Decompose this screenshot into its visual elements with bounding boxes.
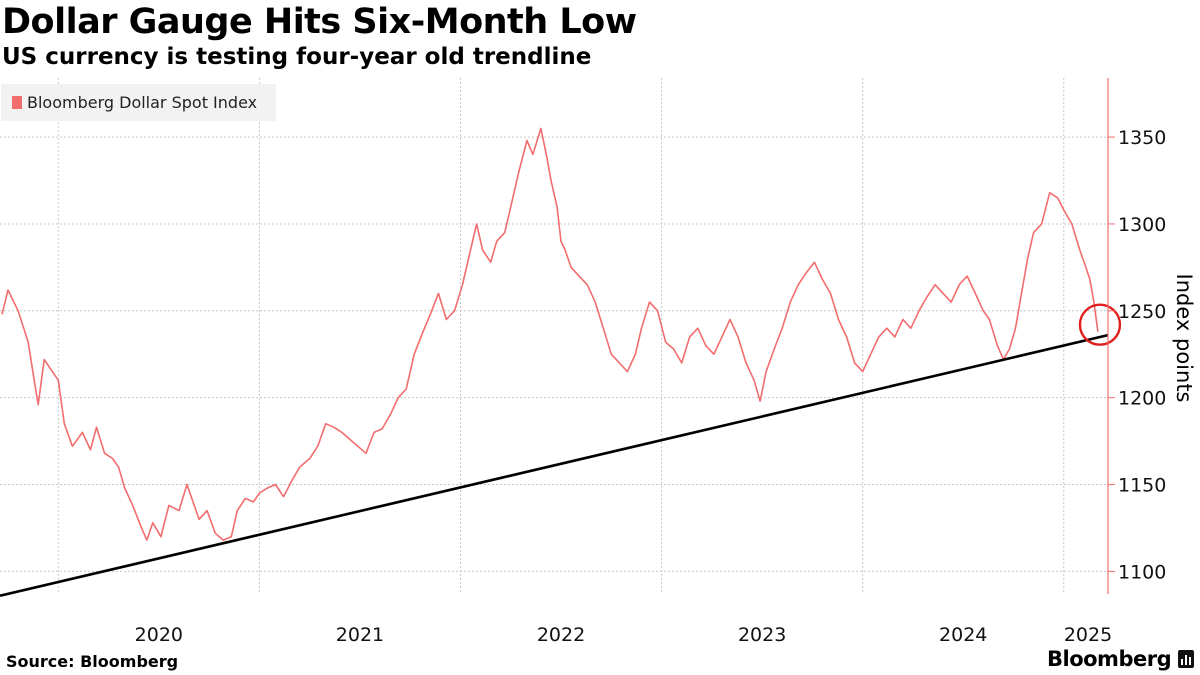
y-tick-label: 1150 [1118, 475, 1166, 497]
chart-subtitle: US currency is testing four-year old tre… [2, 44, 592, 70]
bloomberg-logo: Bloomberg [1047, 647, 1172, 671]
grid-layer [0, 78, 1108, 594]
y-axis-label: Index points [1172, 273, 1196, 403]
legend: Bloomberg Dollar Spot Index [1, 84, 276, 121]
legend-label: Bloomberg Dollar Spot Index [27, 93, 258, 112]
axis-layer: 1100 1150 1200 1250 1300 1350 2020 2021 2022 2023… [135, 78, 1166, 646]
highlight-circle [1078, 303, 1122, 346]
trendline [0, 333, 1109, 598]
source-note: Source: Bloomberg [6, 652, 179, 671]
bar-chart-icon [1178, 650, 1194, 668]
y-tick-label: 1100 [1118, 561, 1166, 583]
x-tick-label: 2022 [537, 624, 585, 646]
y-tick-label: 1300 [1118, 214, 1166, 236]
y-tick-label: 1200 [1118, 388, 1166, 410]
x-tick-label: 2020 [135, 624, 183, 646]
legend-swatch [12, 96, 22, 109]
x-tick-label: 2023 [738, 624, 786, 646]
series-line [1, 127, 1099, 541]
series-layer [0, 127, 1122, 598]
y-tick-label: 1250 [1118, 301, 1166, 323]
x-tick-label: 2025 [1064, 624, 1112, 646]
y-tick-label: 1350 [1118, 127, 1166, 149]
chart-title: Dollar Gauge Hits Six-Month Low [2, 2, 637, 42]
x-tick-label: 2021 [336, 624, 384, 646]
x-tick-label: 2024 [939, 624, 987, 646]
